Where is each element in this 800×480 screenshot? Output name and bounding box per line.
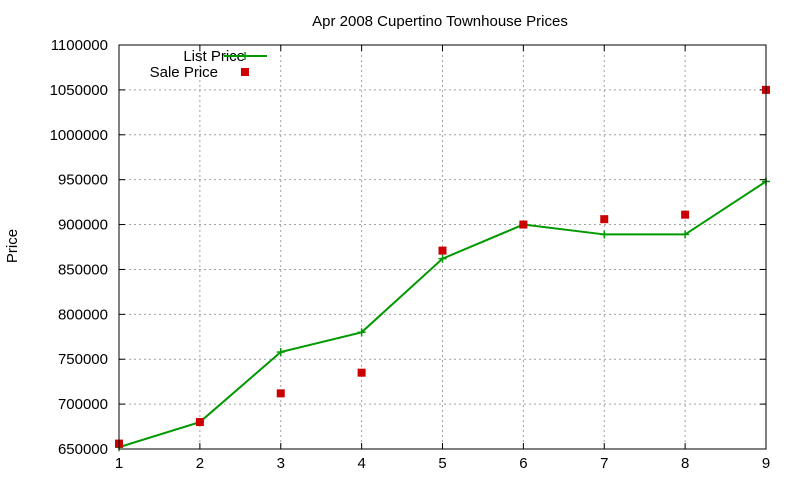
x-tick-label: 5	[438, 455, 446, 472]
legend-label: Sale Price	[150, 64, 218, 81]
list-price-point	[681, 230, 690, 239]
list-price-point	[276, 348, 285, 357]
y-tick-label: 1000000	[50, 127, 108, 144]
sale-price-point	[195, 418, 204, 427]
sale-price-point	[276, 389, 285, 398]
y-tick-label: 950000	[58, 172, 108, 189]
list-price-point	[600, 230, 609, 239]
y-axis-label: Price	[4, 229, 21, 263]
sale-price-point	[681, 210, 690, 219]
y-tick-label: 650000	[58, 441, 108, 458]
list-price-point	[357, 328, 366, 337]
y-tick-label: 800000	[58, 306, 108, 323]
x-tick-label: 9	[762, 455, 770, 472]
y-tick-label: 700000	[58, 396, 108, 413]
chart-title: Apr 2008 Cupertino Townhouse Prices	[312, 13, 568, 30]
sale-price-point	[357, 368, 366, 377]
x-tick-label: 4	[357, 455, 365, 472]
list-price-point	[438, 254, 447, 263]
y-tick-label: 1050000	[50, 82, 108, 99]
x-tick-label: 6	[519, 455, 527, 472]
legend-square-marker	[241, 68, 249, 76]
sale-price-point	[600, 215, 609, 224]
x-tick-label: 3	[277, 455, 285, 472]
x-tick-label: 1	[115, 455, 123, 472]
x-tick-label: 8	[681, 455, 689, 472]
x-tick-label: 7	[600, 455, 608, 472]
sale-price-point	[519, 220, 528, 229]
legend-plus-marker	[241, 52, 249, 60]
sale-price-point	[438, 246, 447, 255]
x-tick-label: 2	[196, 455, 204, 472]
y-tick-label: 850000	[58, 261, 108, 278]
plot-border	[118, 44, 767, 450]
y-tick-label: 750000	[58, 351, 108, 368]
axis-ticks: 1 2 3 4 5 6 7 8 9 650000 700000 750000 800000 850000 9…	[50, 37, 771, 472]
y-tick-label: 900000	[58, 217, 108, 234]
y-tick-label: 1100000	[51, 37, 108, 54]
legend-label: List Price	[183, 48, 245, 65]
